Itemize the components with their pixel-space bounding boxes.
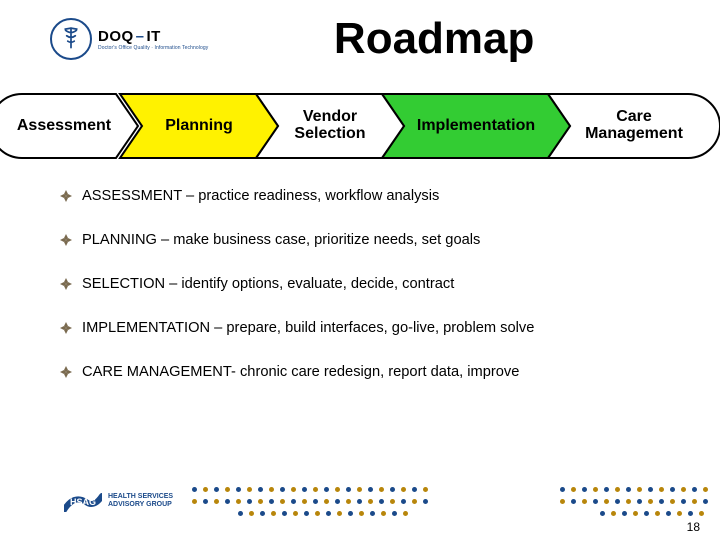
hsag-logo: HSAG HEALTH SERVICESADVISORY GROUP xyxy=(64,490,173,512)
chevron-label: CareManagement xyxy=(581,109,687,143)
chevron-step: Implementation xyxy=(382,94,570,158)
list-item: PLANNING – make business case, prioritiz… xyxy=(60,232,660,248)
bullet-text: CARE MANAGEMENT- chronic care redesign, … xyxy=(82,364,519,380)
page-number: 18 xyxy=(687,520,700,534)
list-item: ASSESSMENT – practice readiness, workflo… xyxy=(60,188,660,204)
list-item: CARE MANAGEMENT- chronic care redesign, … xyxy=(60,364,660,380)
bullet-text: IMPLEMENTATION – prepare, build interfac… xyxy=(82,320,534,336)
chevron-step: Assessment xyxy=(0,94,138,158)
bullet-list: ASSESSMENT – practice readiness, workflo… xyxy=(60,188,660,380)
chevron-label: VendorSelection xyxy=(290,109,369,143)
diamond-bullet-icon xyxy=(60,278,72,290)
bullet-text: PLANNING – make business case, prioritiz… xyxy=(82,232,480,248)
hsag-tagline: HEALTH SERVICESADVISORY GROUP xyxy=(108,493,173,508)
bullet-text: SELECTION – identify options, evaluate, … xyxy=(82,276,454,292)
diamond-bullet-icon xyxy=(60,190,72,202)
svg-text:HSAG: HSAG xyxy=(70,497,96,507)
slide-footer: HSAG HEALTH SERVICESADVISORY GROUP 18 xyxy=(0,470,720,540)
list-item: SELECTION – identify options, evaluate, … xyxy=(60,276,660,292)
bullet-text: ASSESSMENT – practice readiness, workflo… xyxy=(82,188,439,204)
page-title: Roadmap xyxy=(148,14,720,64)
chevron-step: Planning xyxy=(120,94,278,158)
chevron-label: Planning xyxy=(161,118,237,135)
slide-header: DOQ–IT Doctor's Office Quality · Informa… xyxy=(0,0,720,64)
diamond-bullet-icon xyxy=(60,366,72,378)
chevron-label: Implementation xyxy=(413,118,539,135)
list-item: IMPLEMENTATION – prepare, build interfac… xyxy=(60,320,660,336)
caduceus-icon xyxy=(50,18,92,60)
diamond-bullet-icon xyxy=(60,322,72,334)
roadmap-chevrons: Assessment Planning VendorSelection Impleme… xyxy=(0,94,720,158)
diamond-bullet-icon xyxy=(60,234,72,246)
chevron-label: Assessment xyxy=(13,118,115,135)
chevron-step: CareManagement xyxy=(548,94,720,158)
